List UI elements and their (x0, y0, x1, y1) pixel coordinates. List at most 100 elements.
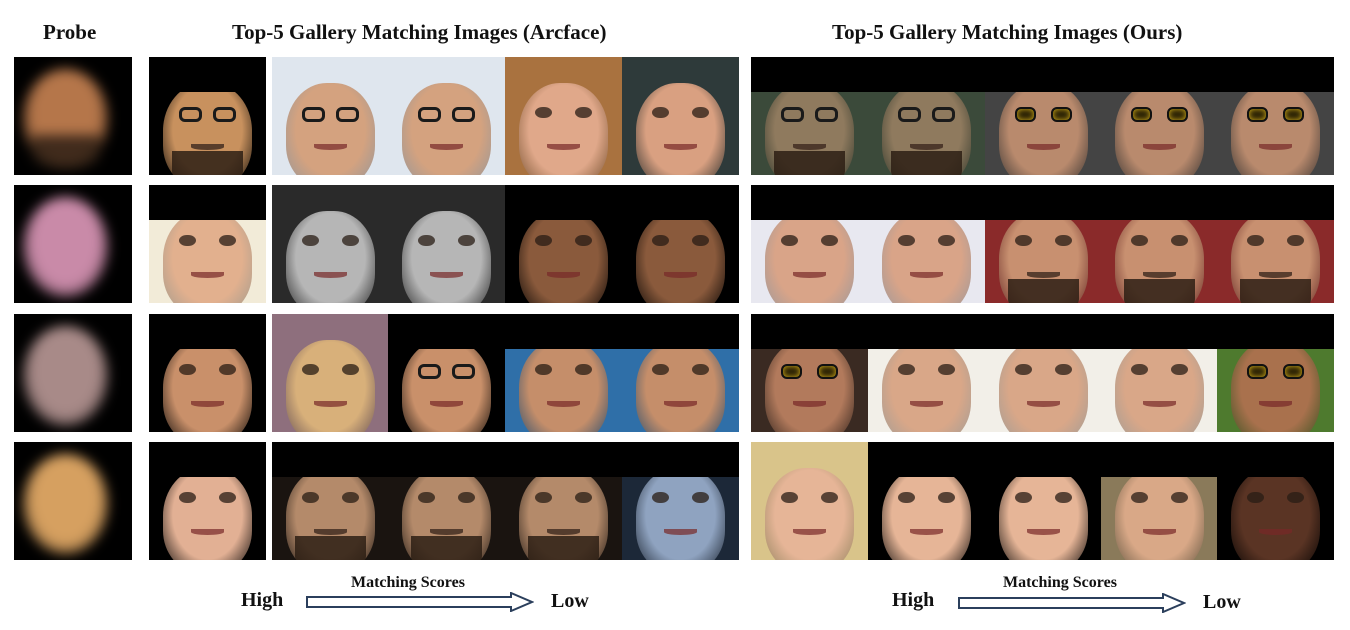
eyes (781, 106, 838, 122)
arcface-match-image (149, 314, 266, 432)
face (519, 210, 608, 303)
arcface-match-image (272, 185, 389, 303)
black-mask-band (149, 442, 266, 478)
probe-image (14, 314, 132, 432)
face (1115, 467, 1204, 560)
arcface-match-image (622, 185, 739, 303)
mouth (430, 529, 463, 536)
black-mask-band (149, 314, 266, 350)
mouth (191, 401, 224, 408)
eyes (535, 106, 592, 119)
ours-match-image (751, 442, 868, 560)
face (999, 339, 1088, 432)
arcface-match-image (388, 185, 505, 303)
black-mask-band (868, 185, 985, 221)
arcface-legend-caption: Matching Scores (351, 574, 465, 591)
ours-match-image (868, 314, 985, 432)
face (286, 467, 375, 560)
black-mask-band (1217, 442, 1334, 478)
arcface-match-image (388, 57, 505, 175)
arcface-match-image (149, 185, 266, 303)
mouth (1027, 401, 1060, 408)
face (1231, 467, 1320, 560)
face (23, 196, 109, 298)
face (882, 210, 971, 303)
mouth (910, 144, 943, 151)
eyes (1247, 234, 1304, 247)
face (402, 210, 491, 303)
face (636, 210, 725, 303)
arcface-match-image (388, 314, 505, 432)
face (765, 210, 854, 303)
black-mask-band (149, 185, 266, 221)
face (999, 467, 1088, 560)
eyes (781, 363, 838, 380)
face (163, 210, 252, 303)
arcface-match-image (149, 442, 266, 560)
eyes (652, 491, 709, 504)
black-mask-band (1101, 57, 1218, 93)
eyes (1247, 491, 1304, 504)
eyes (898, 363, 955, 376)
arcface-match-image (505, 57, 622, 175)
face (636, 467, 725, 560)
eyes (535, 234, 592, 247)
arcface-score-arrow (306, 592, 534, 612)
mouth (191, 529, 224, 536)
face (286, 210, 375, 303)
mouth (1143, 144, 1176, 151)
mouth (430, 272, 463, 279)
ours-match-image (1101, 442, 1218, 560)
face (765, 467, 854, 560)
eyes (1247, 106, 1304, 123)
mouth (1027, 529, 1060, 536)
eyes (302, 234, 359, 247)
black-mask-band (505, 442, 622, 478)
mouth (1259, 401, 1292, 408)
mouth (1027, 144, 1060, 151)
face (999, 210, 1088, 303)
black-mask-band (622, 442, 739, 478)
eyes (535, 363, 592, 376)
face (1115, 82, 1204, 175)
mouth (1143, 272, 1176, 279)
eyes (1015, 234, 1072, 247)
mouth (314, 144, 347, 151)
black-mask-band (985, 314, 1102, 350)
black-mask-band (751, 57, 868, 93)
ours-match-image (868, 442, 985, 560)
black-mask-band (149, 57, 266, 93)
face (999, 82, 1088, 175)
mouth (314, 272, 347, 279)
mouth (664, 144, 697, 151)
mouth (547, 401, 580, 408)
black-mask-band (751, 185, 868, 221)
eyes (179, 363, 236, 376)
eyes (652, 106, 709, 119)
eyes (652, 234, 709, 247)
arcface-match-image (272, 57, 389, 175)
black-mask-band (868, 442, 985, 478)
black-mask-band (1101, 314, 1218, 350)
arcface-match-image (272, 314, 389, 432)
arcface-legend-high: High (241, 589, 284, 611)
ours-match-image (985, 57, 1102, 175)
face (1115, 210, 1204, 303)
face (765, 82, 854, 175)
mouth (664, 272, 697, 279)
black-mask-band (622, 314, 739, 350)
black-mask-band (985, 442, 1102, 478)
black-mask-band (622, 185, 739, 221)
face (882, 339, 971, 432)
probe-image (14, 185, 132, 303)
eyes (1015, 363, 1072, 376)
face (163, 467, 252, 560)
eyes (781, 491, 838, 504)
face (402, 82, 491, 175)
face (23, 68, 109, 170)
arcface-match-image (505, 185, 622, 303)
eyes (535, 491, 592, 504)
ours-match-image (1217, 185, 1334, 303)
mouth (430, 401, 463, 408)
black-mask-band (1217, 185, 1334, 221)
